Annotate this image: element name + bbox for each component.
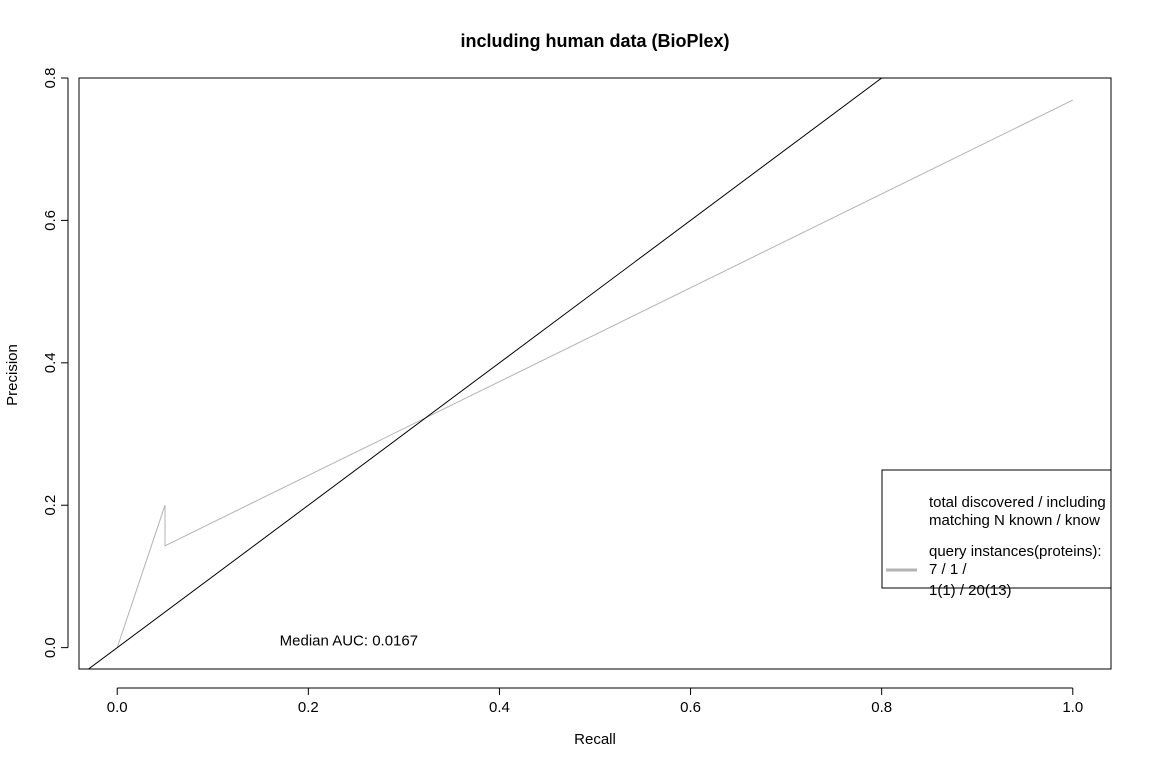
series-line <box>116 99 1074 648</box>
x-tick-label: 0.0 <box>107 699 128 716</box>
legend-header-line-2: matching N known / know <box>929 512 1100 529</box>
y-axis: 0.0 0.2 0.4 0.6 0.8 <box>42 68 69 658</box>
x-tick-label: 0.4 <box>489 699 510 716</box>
y-tick-label: 0.4 <box>42 352 59 373</box>
plot-area: Median AUC: 0.0167 total discovered / in… <box>87 78 1111 669</box>
y-tick-label: 0.6 <box>42 210 59 231</box>
legend: total discovered / including matching N … <box>881 469 1111 599</box>
y-tick-label: 0.0 <box>42 637 59 658</box>
x-axis: 0.0 0.2 0.4 0.6 0.8 1.0 <box>107 687 1083 716</box>
plot-frame <box>78 77 1112 670</box>
y-axis-label: Precision <box>4 344 21 406</box>
legend-entry-line-3: 1(1) / 20(13) <box>929 582 1012 599</box>
median-auc-annotation: Median AUC: 0.0167 <box>280 633 418 650</box>
x-axis-label: Recall <box>574 731 616 748</box>
y-tick-label: 0.8 <box>42 68 59 89</box>
legend-box <box>881 469 1111 589</box>
x-tick-label: 0.8 <box>871 699 892 716</box>
x-tick-label: 0.6 <box>680 699 701 716</box>
series-group <box>116 99 1074 648</box>
chart-title: including human data (BioPlex) <box>460 31 729 51</box>
x-tick-label: 1.0 <box>1062 699 1083 716</box>
legend-header-line-1: total discovered / including <box>929 494 1106 511</box>
y-tick-label: 0.2 <box>42 495 59 516</box>
legend-entry-line-2: 7 / 1 / <box>929 561 967 578</box>
reference-diagonal-line <box>87 78 883 669</box>
x-tick-label: 0.2 <box>298 699 319 716</box>
legend-entry-line-1: query instances(proteins): <box>929 543 1102 560</box>
